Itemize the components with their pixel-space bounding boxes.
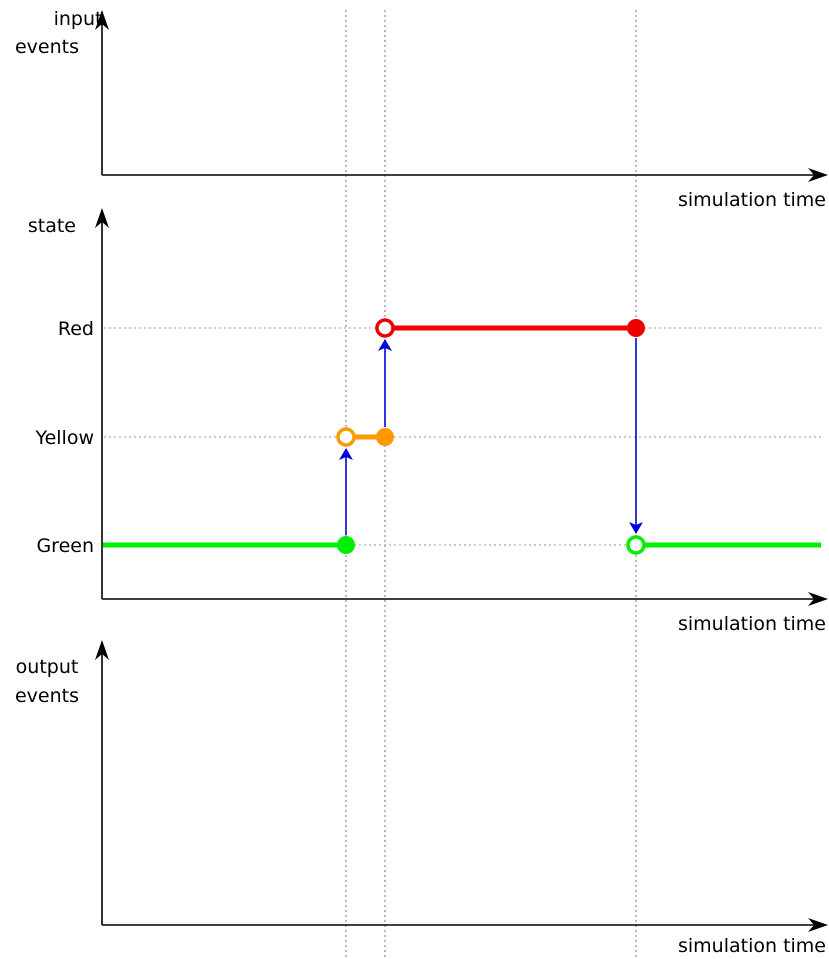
yellow-end-point-filled	[376, 428, 394, 446]
red-start-point-open	[375, 318, 395, 338]
time-markers	[345, 10, 637, 959]
output-y-label-line1: output	[16, 656, 79, 678]
state-label-yellow: Yellow	[35, 427, 95, 449]
yellow-start-point-open	[336, 427, 356, 447]
output-events-panel: output events simulation time	[15, 640, 828, 957]
output-x-label: simulation time	[678, 935, 826, 957]
state-label-green: Green	[36, 535, 94, 557]
input-x-label: simulation time	[678, 189, 826, 211]
state-panel: state simulation time Red Yellow Green	[28, 208, 828, 635]
state-x-label: simulation time	[678, 613, 826, 635]
input-y-label-line2: events	[15, 36, 79, 58]
green-start-point-open	[626, 535, 646, 555]
state-label-red: Red	[58, 318, 94, 340]
green-end-point-filled	[337, 536, 355, 554]
output-y-label-line2: events	[15, 685, 79, 707]
state-y-label: state	[28, 215, 76, 237]
red-end-point-filled	[627, 319, 645, 337]
input-events-panel: input events simulation time	[15, 8, 828, 211]
input-y-label-line1: input	[54, 8, 103, 30]
